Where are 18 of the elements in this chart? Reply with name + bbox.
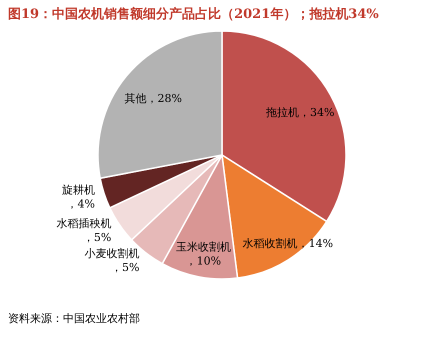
data-label: ，5% [110, 260, 140, 274]
data-label: ，10% [186, 254, 222, 268]
data-label: ，4% [66, 198, 95, 211]
data-label: ，34% [299, 106, 334, 119]
slice-label: 玉米收割机 [176, 240, 231, 254]
slice-label: 旋耕机 [62, 184, 95, 197]
slice-label: 拖拉机 [265, 106, 300, 119]
data-label: ，28% [146, 92, 182, 106]
pie-slice [221, 30, 347, 222]
slice-label: 水稻收割机 [242, 236, 298, 250]
slice-label: 小麦收割机 [84, 246, 140, 260]
slice-label: 其他 [124, 92, 146, 106]
data-label: ，14% [298, 236, 334, 250]
data-label: ，5% [82, 230, 112, 244]
slice-label: 水稻插秧机 [56, 216, 112, 230]
chart-title: 图19：中国农机销售额细分产品占比（2021年）；拖拉机34% [8, 6, 380, 22]
text: 资料来源：中国农业农村部 [8, 312, 140, 325]
pie-slice [97, 30, 223, 179]
